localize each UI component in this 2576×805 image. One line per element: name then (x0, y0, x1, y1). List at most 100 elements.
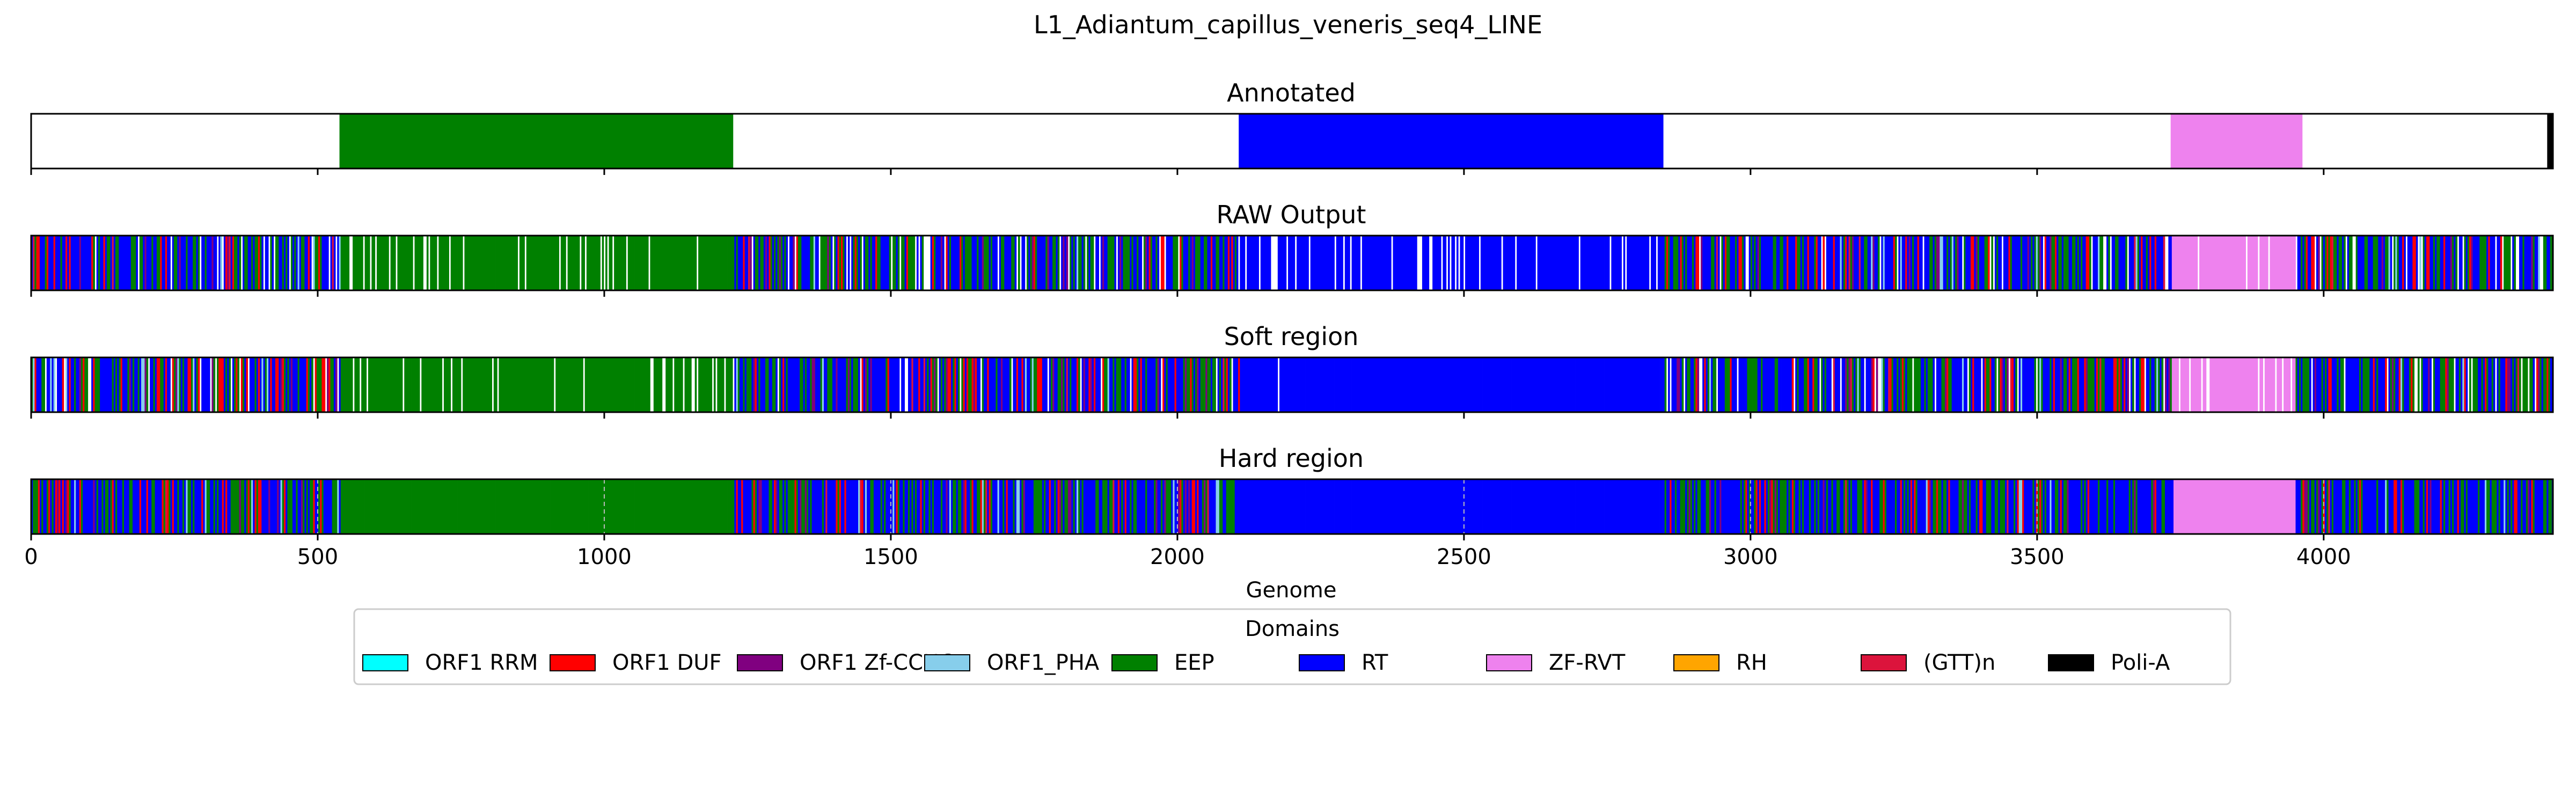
domain-call (1858, 357, 1861, 412)
domain-call (708, 479, 711, 534)
domain-call (1599, 479, 1601, 534)
domain-call (1420, 357, 1423, 412)
domain-call (1692, 357, 1694, 412)
domain-call (978, 479, 980, 534)
domain-call (156, 357, 159, 412)
domain-call (1590, 479, 1593, 534)
domain-call (428, 357, 430, 412)
domain-call (942, 357, 945, 412)
domain-call (332, 357, 334, 412)
domain-call (2128, 236, 2131, 290)
domain-call (669, 357, 671, 412)
domain-call (2512, 236, 2514, 290)
domain-call (413, 357, 415, 412)
domain-call (1056, 357, 1058, 412)
domain-call (971, 357, 974, 412)
domain-call (1137, 479, 1139, 534)
domain-call (935, 236, 938, 290)
domain-call (1202, 236, 1204, 290)
domain-call (1160, 236, 1163, 290)
domain-call (801, 479, 803, 534)
domain-call (2347, 357, 2350, 412)
domain-call (2117, 236, 2119, 290)
domain-call (2251, 479, 2253, 534)
domain-call (555, 357, 558, 412)
domain-call (1709, 479, 1711, 534)
domain-call (1771, 357, 1773, 412)
domain-call (863, 236, 866, 290)
domain-call (858, 357, 860, 412)
domain-call (664, 479, 666, 534)
domain-call (913, 479, 916, 534)
domain-call (2068, 236, 2071, 290)
domain-call (1585, 357, 1587, 412)
domain-call (1984, 357, 1987, 412)
domain-call (1317, 236, 1320, 290)
domain-call (2084, 479, 2087, 534)
domain-call (2077, 357, 2080, 412)
domain-call (2402, 357, 2404, 412)
domain-call (1141, 357, 1144, 412)
domain-call (595, 236, 597, 290)
domain-call (2156, 357, 2158, 412)
domain-call (1731, 479, 1734, 534)
domain-call (574, 357, 577, 412)
domain-call (1833, 479, 1835, 534)
domain-call (2381, 479, 2384, 534)
domain-call (892, 479, 895, 534)
domain-call (292, 357, 295, 412)
x-axis-label: Genome (1246, 578, 1336, 603)
domain-call (1358, 479, 1360, 534)
domain-call (197, 479, 200, 534)
domain-call (1687, 236, 1689, 290)
domain-call (421, 479, 423, 534)
domain-call (487, 236, 489, 290)
domain-call (612, 357, 614, 412)
domain-call (980, 479, 983, 534)
domain-call (217, 479, 219, 534)
domain-call (2110, 479, 2112, 534)
domain-call (443, 479, 446, 534)
domain-call (1713, 357, 1715, 412)
domain-call (2388, 236, 2391, 290)
domain-call (577, 479, 580, 534)
domain-call (847, 479, 850, 534)
domain-call (2261, 236, 2264, 290)
domain-call (2409, 236, 2411, 290)
domain-call (2014, 479, 2016, 534)
domain-call (397, 479, 400, 534)
domain-call (1582, 357, 1584, 412)
domain-call (1563, 479, 1565, 534)
domain-call (2450, 357, 2453, 412)
domain-call (163, 236, 166, 290)
domain-call (996, 236, 998, 290)
domain-call (904, 479, 907, 534)
domain-call (323, 357, 326, 412)
domain-call (2171, 357, 2174, 412)
domain-call (975, 236, 977, 290)
domain-call (1534, 357, 1536, 412)
domain-call (1773, 236, 1775, 290)
domain-call (1738, 479, 1741, 534)
domain-call (2366, 479, 2368, 534)
domain-call (2199, 479, 2201, 534)
domain-call (318, 357, 320, 412)
domain-call (1143, 236, 1146, 290)
domain-call (2085, 236, 2088, 290)
domain-call (1439, 479, 1441, 534)
domain-call (1400, 236, 1402, 290)
domain-call (1322, 357, 1324, 412)
domain-call (1841, 236, 1844, 290)
domain-call (1946, 479, 1949, 534)
domain-call (1934, 236, 1937, 290)
domain-call (753, 479, 756, 534)
domain-call (2472, 357, 2475, 412)
domain-call (800, 479, 802, 534)
domain-call (722, 357, 724, 412)
domain-call (2323, 236, 2325, 290)
domain-call (220, 357, 223, 412)
domain-call (2084, 236, 2087, 290)
domain-call (58, 479, 61, 534)
domain-call (741, 357, 743, 412)
domain-call (376, 357, 379, 412)
